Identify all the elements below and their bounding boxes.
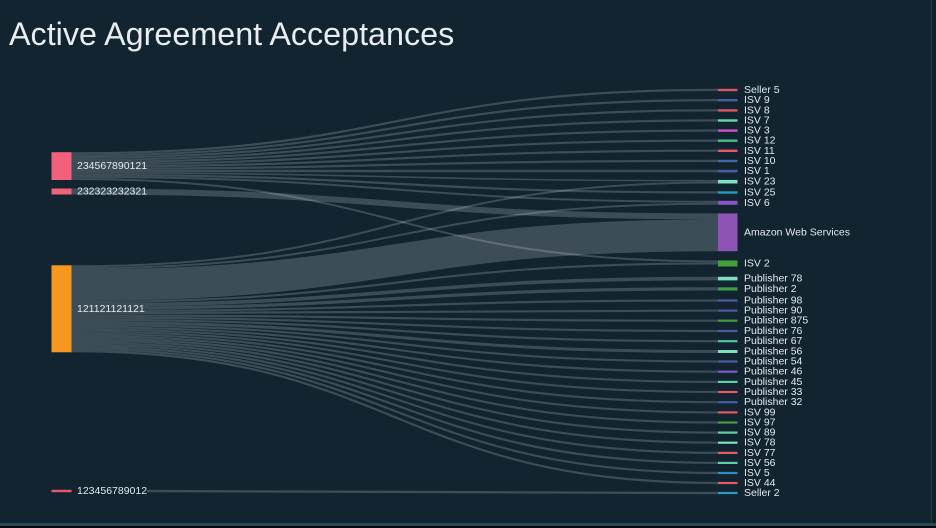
svg-text:ISV 56: ISV 56 — [744, 457, 776, 469]
svg-text:ISV 89: ISV 89 — [744, 427, 776, 439]
svg-text:Publisher 46: Publisher 46 — [744, 366, 803, 378]
svg-text:Publisher 56: Publisher 56 — [744, 346, 803, 358]
svg-text:ISV 7: ISV 7 — [744, 115, 770, 127]
svg-text:Publisher 2: Publisher 2 — [744, 283, 797, 295]
svg-text:121121121121: 121121121121 — [77, 303, 145, 315]
svg-text:234567890121: 234567890121 — [77, 160, 147, 172]
svg-text:ISV 11: ISV 11 — [744, 145, 775, 157]
svg-text:ISV 25: ISV 25 — [744, 187, 776, 199]
svg-text:Publisher 33: Publisher 33 — [744, 386, 803, 398]
svg-text:123456789012: 123456789012 — [77, 485, 147, 497]
svg-text:ISV 44: ISV 44 — [744, 477, 776, 489]
svg-text:ISV 77: ISV 77 — [744, 447, 776, 459]
svg-text:ISV 9: ISV 9 — [744, 94, 770, 106]
svg-text:Publisher 32: Publisher 32 — [744, 396, 803, 408]
svg-text:Publisher 76: Publisher 76 — [744, 325, 803, 337]
svg-text:ISV 99: ISV 99 — [744, 406, 776, 418]
svg-text:Publisher 90: Publisher 90 — [744, 305, 803, 317]
svg-text:ISV 6: ISV 6 — [744, 197, 770, 209]
svg-text:Publisher 98: Publisher 98 — [744, 295, 803, 307]
svg-text:Amazon Web Services: Amazon Web Services — [744, 226, 850, 238]
svg-text:Publisher 54: Publisher 54 — [744, 356, 803, 368]
svg-text:Publisher 45: Publisher 45 — [744, 376, 803, 388]
svg-text:ISV 23: ISV 23 — [744, 176, 776, 188]
svg-text:Seller 5: Seller 5 — [744, 84, 780, 96]
svg-text:Seller 2: Seller 2 — [744, 487, 780, 499]
svg-text:ISV 5: ISV 5 — [744, 467, 770, 479]
svg-text:ISV 78: ISV 78 — [744, 437, 776, 449]
svg-text:Publisher 875: Publisher 875 — [744, 315, 808, 327]
svg-text:ISV 1: ISV 1 — [744, 165, 770, 177]
svg-text:ISV 3: ISV 3 — [744, 125, 770, 137]
svg-text:ISV 8: ISV 8 — [744, 104, 770, 116]
svg-text:ISV 12: ISV 12 — [744, 135, 776, 147]
svg-text:ISV 2: ISV 2 — [744, 257, 770, 269]
svg-text:232323232321: 232323232321 — [77, 186, 147, 198]
svg-text:Publisher 78: Publisher 78 — [744, 273, 803, 285]
svg-text:ISV 10: ISV 10 — [744, 155, 776, 167]
svg-text:Publisher 67: Publisher 67 — [744, 335, 803, 347]
svg-text:ISV 97: ISV 97 — [744, 417, 776, 429]
